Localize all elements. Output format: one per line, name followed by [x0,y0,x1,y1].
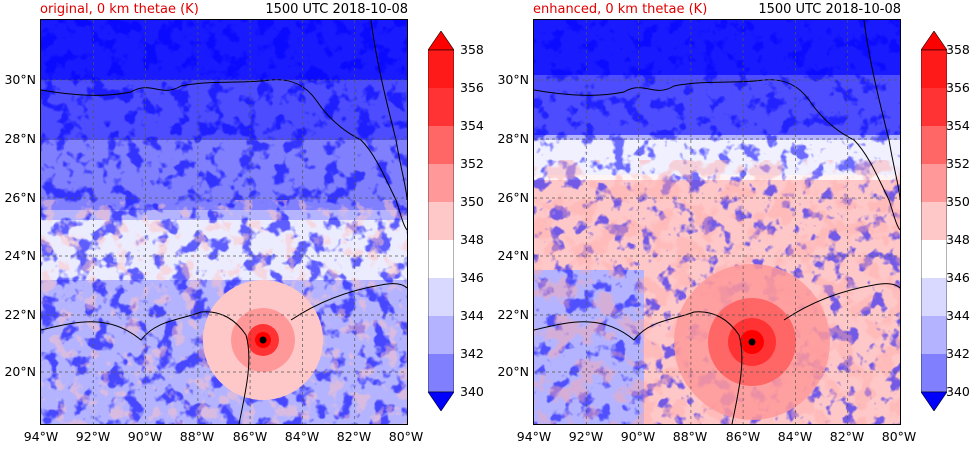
colorbar-label: 358 [460,42,484,57]
colorbar-label: 350 [946,194,970,209]
lon-label: 86°W [232,429,268,444]
lon-label: 80°W [388,429,424,444]
colorbar-label: 348 [460,232,484,247]
lon-label: 82°W [336,429,372,444]
colorbar-label: 340 [946,384,970,399]
storm-center-marker [748,338,756,346]
colorbar-segment [921,88,947,126]
cuba-coast-line [783,283,900,321]
lon-label: 92°W [568,429,604,444]
florida-coast-line [863,20,900,201]
map-svg [41,20,407,424]
left-panel: original, 0 km thetae (K) 1500 UTC 2018-… [4,2,484,444]
map-svg [534,20,900,424]
yucatan-coast-line [41,311,250,424]
lat-label: 24°N [4,248,36,263]
lat-label: 26°N [497,190,529,205]
lon-label: 90°W [127,429,163,444]
map-plot [40,19,408,425]
colorbar-label: 346 [460,270,484,285]
colorbar-segment [428,240,454,278]
colorbar-under-arrow [920,391,948,412]
colorbar-under-arrow [427,391,455,412]
lat-label: 20°N [4,364,36,379]
lat-label: 24°N [497,248,529,263]
colorbar-segment [921,164,947,202]
colorbar-label: 344 [460,308,484,323]
lon-label: 94°W [23,429,59,444]
colorbar-segment [921,278,947,316]
gulf-coast-line [41,79,407,231]
colorbar-segment [921,240,947,278]
colorbar-label: 356 [460,80,484,95]
colorbar-label: 354 [946,118,970,133]
lon-label: 82°W [829,429,865,444]
colorbar-label: 350 [460,194,484,209]
colorbar-over-arrow [920,30,948,51]
lon-label: 90°W [620,429,656,444]
colorbar-svg [920,30,948,412]
lon-label: 88°W [179,429,215,444]
colorbar-over-arrow [427,30,455,51]
right-panel: enhanced, 0 km thetae (K) 1500 UTC 2018-… [493,0,972,449]
colorbar-label: 356 [946,80,970,95]
panel-time: 1500 UTC 2018-10-08 [265,2,408,17]
colorbar-label: 340 [460,384,484,399]
colorbar-segment [428,202,454,240]
colorbar [427,30,455,412]
colorbar-label: 358 [946,42,970,57]
panel-title: enhanced, 0 km thetae (K) [533,2,708,17]
colorbar-segment [428,316,454,354]
colorbar-segment [921,316,947,354]
lat-label: 22°N [4,307,36,322]
colorbar-segment [428,354,454,392]
lat-label: 22°N [497,307,529,322]
lon-label: 88°W [672,429,708,444]
gridlines [534,20,900,424]
lat-label: 30°N [497,72,529,87]
cuba-coast-line [290,283,407,321]
lat-label: 28°N [497,131,529,146]
colorbar-segment [921,126,947,164]
storm-center-marker [259,336,267,344]
colorbar-label: 352 [946,156,970,171]
colorbar-segment [921,354,947,392]
colorbar-label: 352 [460,156,484,171]
colorbar-label: 342 [946,346,970,361]
florida-coast-line [370,20,407,201]
panel-time: 1500 UTC 2018-10-08 [758,2,901,17]
colorbar-label: 344 [946,308,970,323]
lon-label: 84°W [284,429,320,444]
lon-label: 94°W [516,429,552,444]
colorbar-segment [428,278,454,316]
colorbar-segment [921,50,947,88]
map-plot [533,19,901,425]
colorbar-label: 348 [946,232,970,247]
lon-label: 84°W [777,429,813,444]
colorbar-segment [428,88,454,126]
lon-label: 86°W [725,429,761,444]
colorbar-segment [428,126,454,164]
gridlines [41,20,407,424]
lat-label: 20°N [497,364,529,379]
colorbar-segment [428,50,454,88]
lat-label: 28°N [4,131,36,146]
colorbar-segment [921,202,947,240]
yucatan-coast-line [534,311,743,424]
colorbar-label: 342 [460,346,484,361]
lon-label: 92°W [75,429,111,444]
colorbar-label: 354 [460,118,484,133]
gulf-coast-line [534,79,900,231]
colorbar-segment [428,164,454,202]
colorbar [920,30,948,412]
lat-label: 26°N [4,190,36,205]
panel-title: original, 0 km thetae (K) [40,2,199,17]
colorbar-svg [427,30,455,412]
colorbar-label: 346 [946,270,970,285]
lon-label: 80°W [881,429,917,444]
lat-label: 30°N [4,72,36,87]
